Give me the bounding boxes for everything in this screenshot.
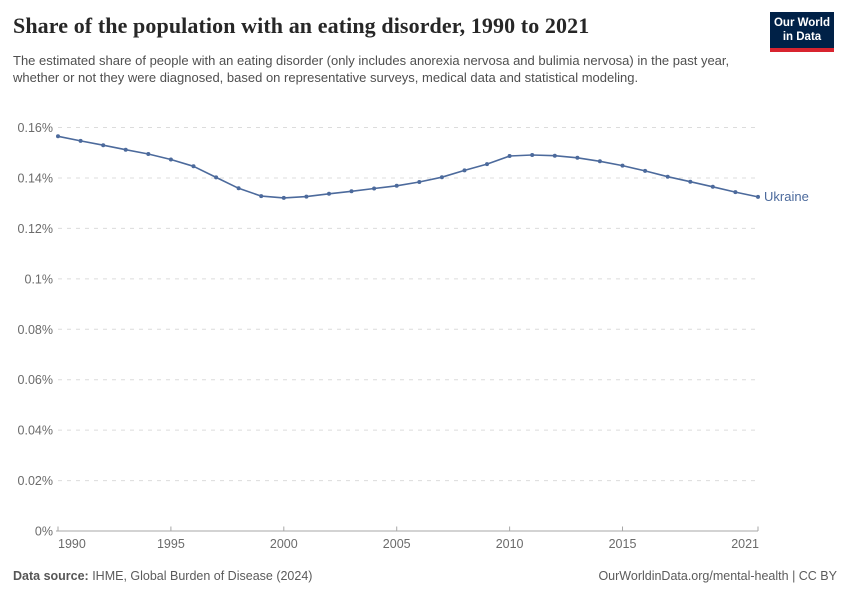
data-point[interactable]: [327, 191, 331, 196]
x-tick-label: 2000: [270, 537, 298, 551]
data-point[interactable]: [643, 168, 648, 173]
entity-label[interactable]: Ukraine: [764, 189, 809, 205]
data-point[interactable]: [485, 162, 489, 167]
data-point[interactable]: [191, 164, 196, 169]
data-point[interactable]: [439, 175, 444, 180]
x-tick-label: 1990: [58, 537, 86, 551]
data-point[interactable]: [417, 180, 422, 184]
data-point[interactable]: [372, 186, 377, 191]
data-point[interactable]: [146, 152, 151, 156]
data-point[interactable]: [259, 194, 264, 199]
data-point[interactable]: [236, 186, 241, 191]
data-point[interactable]: [733, 190, 738, 195]
y-tick-label: 0.14%: [18, 171, 53, 185]
data-point[interactable]: [507, 154, 512, 158]
y-tick-label: 0.16%: [18, 121, 53, 135]
data-point[interactable]: [168, 157, 173, 162]
data-point[interactable]: [56, 134, 60, 139]
data-source: Data source: IHME, Global Burden of Dise…: [13, 569, 312, 583]
y-tick-label: 0%: [35, 525, 53, 539]
footer-citation-link[interactable]: OurWorldinData.org/mental-health | CC BY: [598, 569, 837, 583]
y-tick-label: 0.02%: [18, 474, 53, 488]
data-point[interactable]: [214, 175, 219, 180]
data-point[interactable]: [394, 183, 399, 188]
data-point[interactable]: [552, 153, 557, 158]
data-point[interactable]: [756, 194, 760, 199]
y-tick-label: 0.06%: [18, 373, 53, 387]
chart-subtitle: The estimated share of people with an ea…: [13, 53, 730, 85]
x-tick-label: 2005: [383, 537, 411, 551]
x-tick-label: 2010: [496, 537, 524, 551]
data-point[interactable]: [462, 168, 467, 173]
y-tick-label: 0.04%: [18, 424, 53, 438]
data-point[interactable]: [101, 143, 106, 148]
data-point[interactable]: [281, 195, 286, 200]
data-point[interactable]: [530, 153, 535, 157]
data-point[interactable]: [688, 179, 693, 184]
x-tick-label: 1995: [157, 537, 185, 551]
data-point[interactable]: [78, 138, 83, 143]
data-source-label: Data source:: [13, 569, 89, 583]
x-tick-label: 2021: [731, 537, 759, 551]
data-point[interactable]: [665, 174, 670, 179]
y-tick-label: 0.1%: [25, 272, 54, 286]
data-source-text: IHME, Global Burden of Disease (2024): [88, 569, 313, 583]
logo-line-1: Our World: [773, 17, 830, 29]
data-point[interactable]: [620, 163, 625, 168]
y-tick-label: 0.08%: [18, 323, 53, 337]
owid-logo[interactable]: Our World in Data: [770, 12, 834, 52]
page-title: Share of the population with an eating d…: [13, 13, 590, 38]
trend-line[interactable]: [57, 135, 759, 199]
data-point[interactable]: [575, 155, 580, 160]
data-point[interactable]: [304, 194, 309, 199]
x-tick-label: 2015: [609, 537, 637, 551]
logo-line-2: in Data: [782, 31, 822, 44]
data-point[interactable]: [123, 147, 128, 152]
data-point[interactable]: [349, 189, 354, 194]
y-tick-label: 0.12%: [18, 222, 53, 236]
data-point[interactable]: [710, 184, 715, 189]
data-point[interactable]: [597, 159, 602, 164]
